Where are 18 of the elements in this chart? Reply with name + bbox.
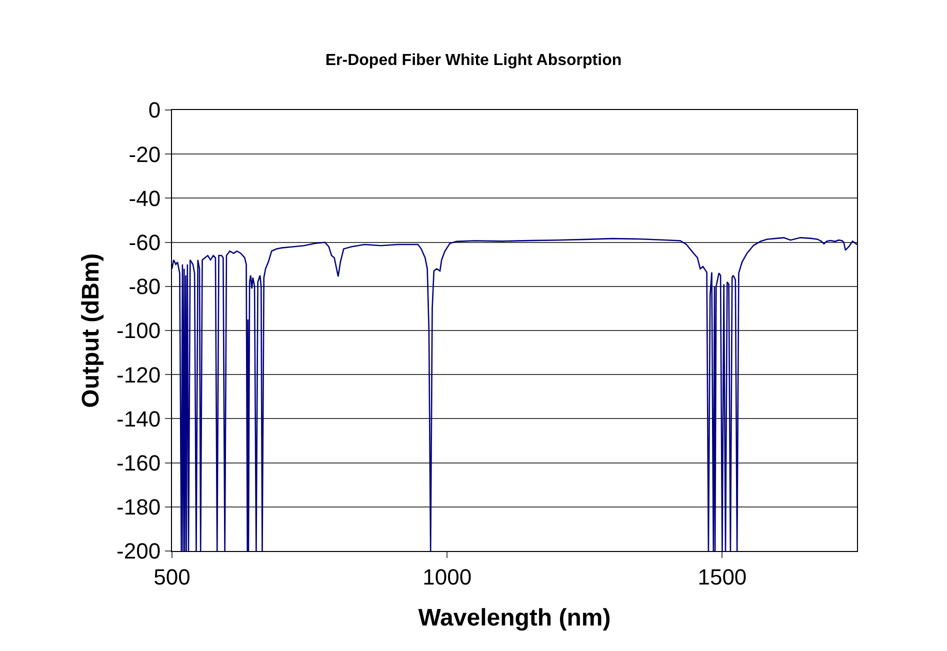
y-tick-label: -100 xyxy=(116,318,161,344)
y-tick-label: 0 xyxy=(148,98,161,123)
x-tick-label: 1500 xyxy=(698,564,747,590)
x-tick-label: 1000 xyxy=(422,564,472,590)
y-axis-title: Output (dBm) xyxy=(78,253,105,408)
y-tick-label: -160 xyxy=(116,450,161,476)
y-tick-label: -40 xyxy=(128,186,161,211)
y-tick-label: -180 xyxy=(116,494,161,520)
line-series xyxy=(172,237,857,551)
y-tick-label: -80 xyxy=(128,274,161,300)
y-tick-label: -120 xyxy=(116,362,161,388)
y-tick-label: -200 xyxy=(116,538,161,564)
y-tick-label: -20 xyxy=(128,142,161,167)
y-tick-label: -140 xyxy=(116,406,161,432)
y-tick-label: -60 xyxy=(128,230,161,255)
x-tick-label: 500 xyxy=(154,564,190,590)
x-axis-title: Wavelength (nm) xyxy=(418,604,611,632)
chart-title: Er-Doped Fiber White Light Absorption xyxy=(325,52,622,70)
